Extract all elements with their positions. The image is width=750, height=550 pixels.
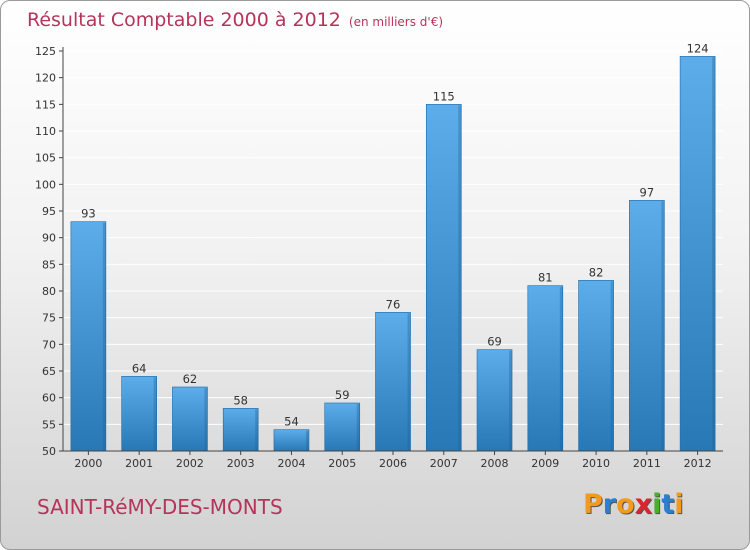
commune-name: SAINT-RéMY-DES-MONTS — [37, 495, 283, 519]
bar-shade — [712, 57, 716, 451]
x-tick-label: 2011 — [633, 457, 661, 470]
bar-value-label: 54 — [284, 415, 299, 429]
x-tick-label: 2001 — [125, 457, 153, 470]
bar-value-label: 81 — [538, 271, 553, 285]
bar-value-label: 93 — [81, 207, 96, 221]
bar-shade — [102, 222, 106, 451]
logo-letter: i — [674, 489, 684, 520]
y-tick-label: 110 — [35, 125, 56, 138]
proxiti-logo: Proxiti — [583, 489, 684, 520]
chart-title: Résultat Comptable 2000 à 2012 (en millie… — [27, 9, 443, 31]
bar-value-label: 59 — [335, 388, 350, 402]
logo-letter: o — [616, 489, 635, 520]
bar — [273, 429, 310, 452]
bar — [324, 402, 361, 452]
bar-shade — [559, 286, 563, 451]
bar-value-label: 82 — [589, 265, 604, 279]
x-tick-label: 2006 — [379, 457, 407, 470]
bar-shade — [661, 201, 665, 451]
x-tick-label: 2000 — [74, 457, 102, 470]
bar-shade — [305, 430, 309, 451]
bar — [375, 312, 411, 452]
bar-shade — [407, 313, 411, 451]
bar — [222, 408, 259, 452]
bar-shade — [458, 105, 462, 451]
bar-shade — [356, 404, 360, 451]
x-tick-label: 2012 — [684, 457, 712, 470]
bar — [476, 349, 513, 452]
logo-letter: r — [602, 489, 617, 520]
x-tick-label: 2003 — [227, 457, 255, 470]
x-tick-label: 2009 — [531, 457, 559, 470]
bar-value-label: 58 — [233, 393, 248, 407]
y-tick-label: 65 — [42, 365, 56, 378]
y-tick-label: 90 — [42, 232, 56, 245]
bar-shade — [509, 350, 513, 451]
y-tick-label: 120 — [35, 72, 56, 85]
x-tick-label: 2008 — [481, 457, 509, 470]
bar-shade — [610, 281, 614, 451]
bar-value-label: 69 — [487, 335, 502, 349]
y-tick-label: 85 — [42, 258, 56, 271]
bar — [629, 200, 665, 452]
bar — [578, 280, 614, 452]
y-tick-label: 70 — [42, 338, 56, 351]
bar-value-label: 76 — [386, 297, 401, 311]
bar-shade — [255, 409, 259, 451]
bar — [121, 376, 157, 452]
logo-letter: P — [583, 489, 603, 520]
logo-letter: x — [634, 489, 653, 520]
bar-value-label: 64 — [132, 361, 147, 375]
y-tick-label: 125 — [35, 45, 56, 58]
x-tick-label: 2004 — [277, 457, 305, 470]
x-tick-label: 2002 — [176, 457, 204, 470]
chart-title-text: Résultat Comptable 2000 à 2012 — [27, 9, 341, 31]
bar — [679, 56, 716, 452]
y-tick-label: 95 — [42, 205, 56, 218]
logo-letter: i — [652, 489, 662, 520]
y-tick-label: 55 — [42, 418, 56, 431]
logo-letter: t — [661, 489, 675, 520]
bar-value-label: 62 — [183, 372, 198, 386]
bar — [527, 285, 564, 452]
bar — [172, 386, 208, 452]
y-tick-label: 60 — [42, 392, 56, 405]
x-tick-label: 2010 — [582, 457, 610, 470]
y-tick-label: 80 — [42, 285, 56, 298]
y-tick-label: 105 — [35, 152, 56, 165]
bar-value-label: 115 — [433, 89, 455, 103]
bar-shade — [204, 388, 208, 451]
y-tick-label: 100 — [35, 178, 56, 191]
chart-subtitle: (en milliers d'€) — [348, 15, 444, 29]
bar-value-label: 124 — [687, 41, 709, 55]
bar — [70, 221, 107, 452]
x-tick-label: 2007 — [430, 457, 458, 470]
y-tick-label: 50 — [42, 445, 56, 458]
bar-value-label: 97 — [640, 185, 655, 199]
y-tick-label: 115 — [35, 98, 56, 111]
bar — [425, 104, 462, 452]
x-tick-label: 2005 — [328, 457, 356, 470]
bar-shade — [153, 377, 157, 451]
y-tick-label: 75 — [42, 312, 56, 325]
